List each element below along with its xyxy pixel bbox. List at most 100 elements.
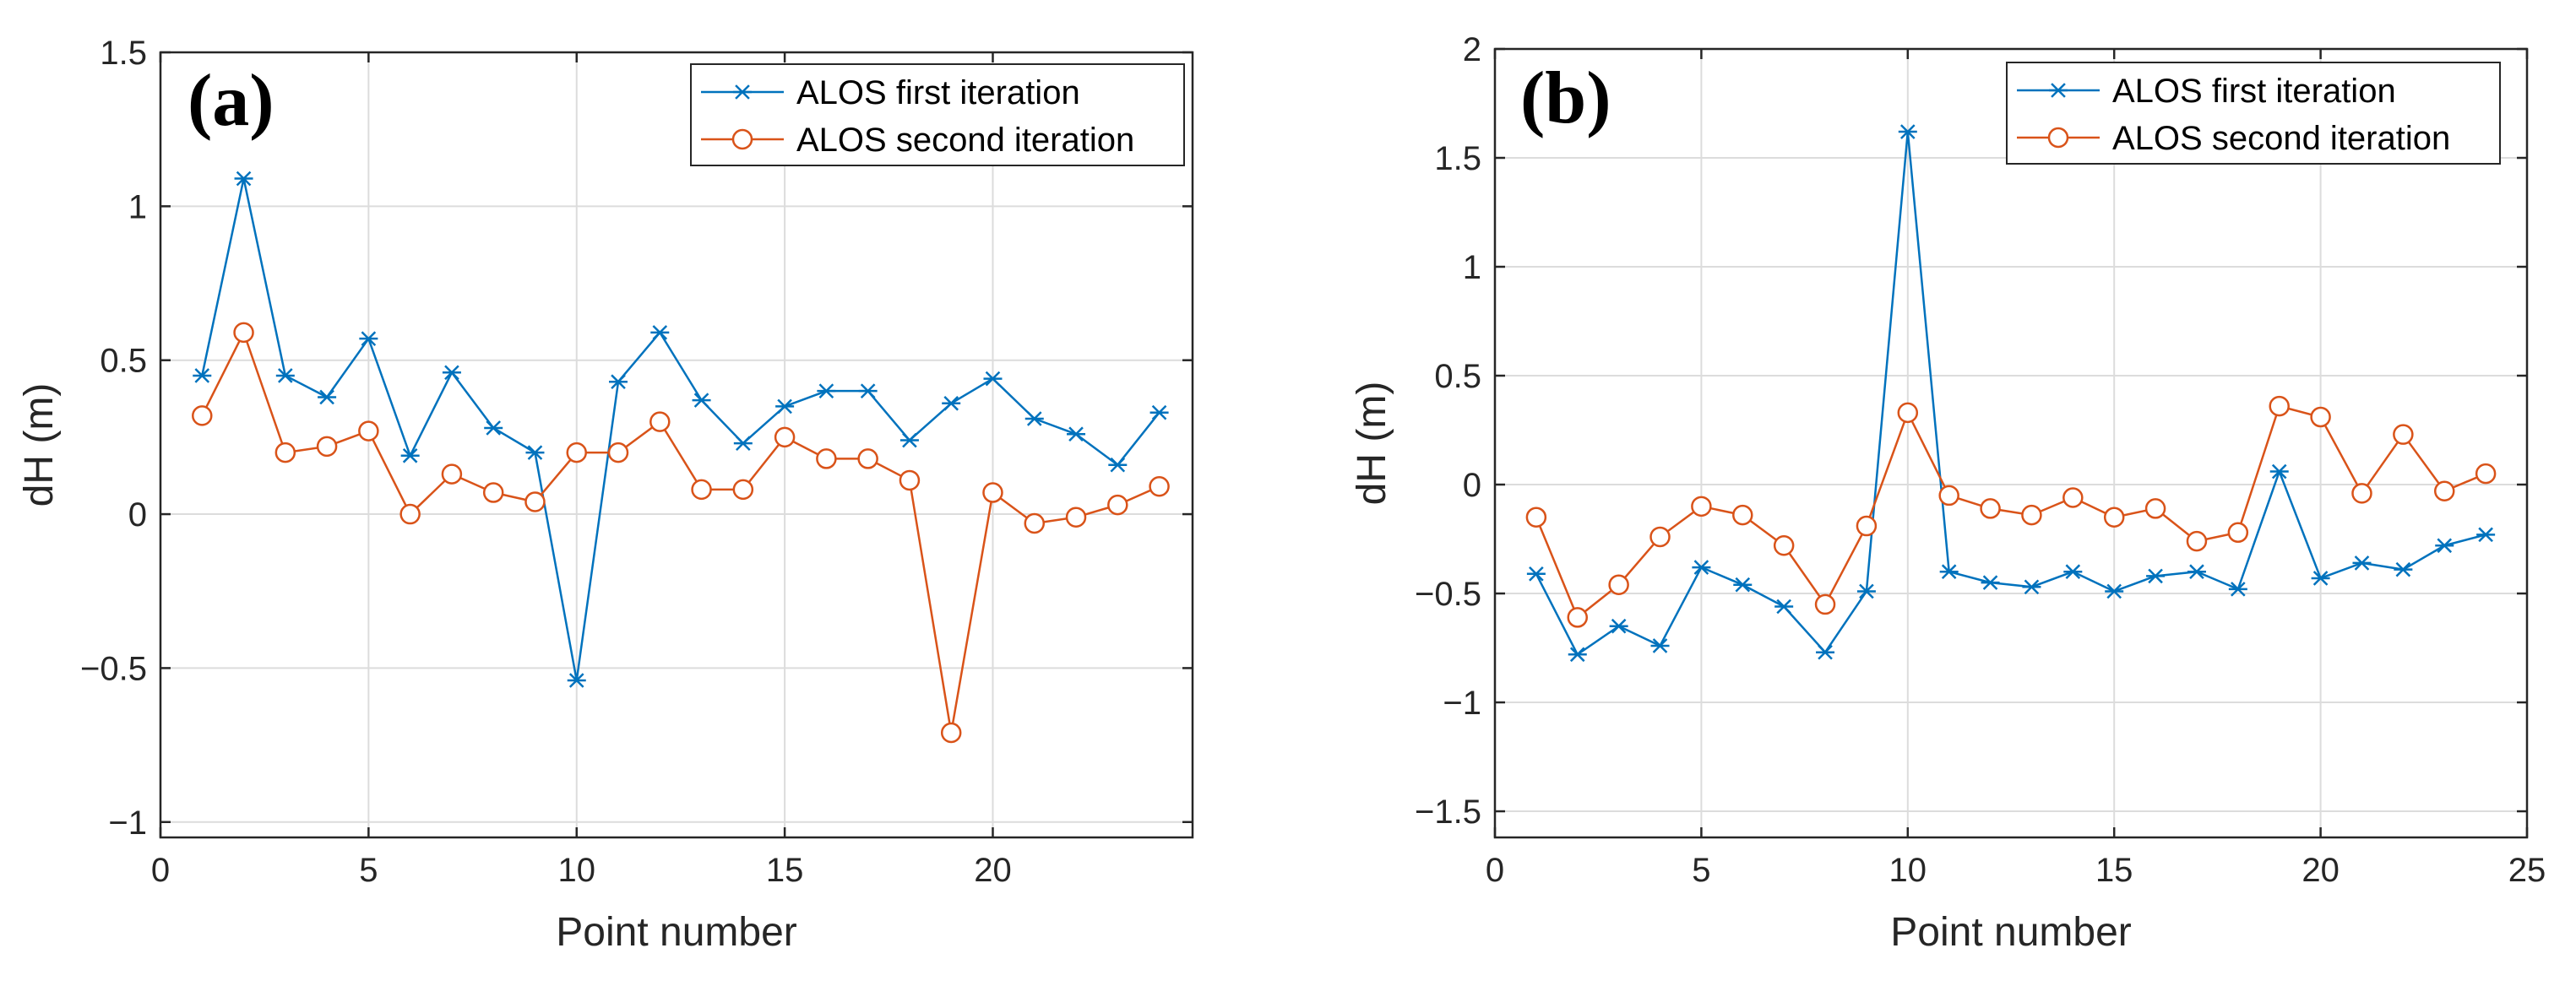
x-tick-label: 15 bbox=[766, 852, 804, 889]
data-point-series2 bbox=[566, 442, 587, 463]
chart-panel-a: 0 5 10 15 20 −1 −0.5 0 0.5 1 1.5 Point number dH (m)… bbox=[17, 35, 1194, 955]
data-point-series1 bbox=[775, 398, 795, 414]
data-point-series2 bbox=[274, 442, 296, 463]
x-axis-title: Point number bbox=[556, 910, 797, 955]
data-point-series2 bbox=[1649, 526, 1671, 548]
data-point-series2 bbox=[192, 405, 213, 426]
data-point-series1 bbox=[1939, 564, 1959, 580]
data-point-series1 bbox=[2269, 463, 2289, 479]
data-point-series1 bbox=[1856, 583, 1876, 599]
y-tick-label: 0 bbox=[1463, 467, 1481, 504]
data-point-series2 bbox=[607, 442, 629, 463]
plot-area bbox=[1495, 49, 2527, 837]
data-point-series1 bbox=[942, 395, 961, 411]
data-point-series1 bbox=[733, 436, 753, 451]
data-point-series1 bbox=[817, 383, 836, 398]
axes-box bbox=[1493, 47, 2529, 839]
y-tick-label: −1 bbox=[108, 805, 147, 842]
legend-entry-2: ALOS second iteration bbox=[796, 122, 1134, 159]
legend-entry-1: ALOS first iteration bbox=[796, 74, 1080, 111]
data-point-series2 bbox=[1149, 475, 1170, 497]
data-point-series1 bbox=[1816, 644, 1835, 660]
plot-area bbox=[160, 52, 1193, 837]
series-line-1 bbox=[1535, 130, 2486, 656]
y-tick-label: 1 bbox=[1463, 249, 1481, 286]
data-point-series1 bbox=[650, 325, 670, 340]
data-point-series1 bbox=[1149, 404, 1169, 420]
data-point-series1 bbox=[2022, 579, 2041, 595]
data-point-series1 bbox=[1692, 560, 1711, 575]
legend-box bbox=[2006, 62, 2501, 165]
data-point-series1 bbox=[2435, 538, 2454, 554]
data-point-series2 bbox=[2021, 504, 2042, 526]
x-tick-label: 5 bbox=[1692, 852, 1710, 889]
axes-box bbox=[159, 51, 1194, 839]
data-point-series1 bbox=[400, 447, 420, 463]
legend-marker-1 bbox=[2049, 83, 2068, 98]
data-point-series2 bbox=[1567, 607, 1589, 628]
data-point-series2 bbox=[441, 463, 463, 485]
data-point-series1 bbox=[1568, 647, 1587, 663]
data-point-series2 bbox=[691, 479, 712, 501]
data-point-series1 bbox=[1774, 599, 1794, 615]
data-point-series1 bbox=[2063, 564, 2083, 580]
data-point-series1 bbox=[1024, 411, 1044, 426]
data-point-series2 bbox=[1024, 512, 1046, 534]
series-line-1 bbox=[201, 177, 1160, 682]
x-tick-label: 5 bbox=[359, 852, 378, 889]
data-point-series1 bbox=[193, 368, 212, 383]
y-axis-title: dH (m) bbox=[17, 383, 62, 507]
y-tick-label: 2 bbox=[1463, 31, 1481, 68]
chart-panel-b: 0 5 10 15 20 25 −1.5 −1 −0.5 0 0.5 1 1.5 2 Point numbe… bbox=[1350, 31, 2546, 955]
data-point-series1 bbox=[2476, 527, 2496, 543]
data-point-series2 bbox=[233, 322, 254, 344]
data-point-series1 bbox=[2352, 555, 2372, 571]
data-point-series1 bbox=[1898, 124, 1917, 139]
x-axis-title: Point number bbox=[1890, 910, 2132, 955]
data-point-series1 bbox=[692, 393, 711, 408]
y-tick-label: −0.5 bbox=[80, 650, 147, 687]
data-point-series2 bbox=[649, 411, 671, 432]
data-point-series2 bbox=[2144, 498, 2166, 519]
y-tick-label: 1 bbox=[128, 188, 147, 225]
legend: ALOS first iteration ALOS second iteratio… bbox=[2006, 62, 2501, 165]
data-point-series1 bbox=[275, 368, 295, 383]
x-tick-label: 0 bbox=[1486, 852, 1504, 889]
data-point-series1 bbox=[567, 673, 586, 688]
x-tick-label: 0 bbox=[151, 852, 170, 889]
data-point-series1 bbox=[858, 383, 878, 398]
data-point-series1 bbox=[2228, 582, 2247, 597]
y-tick-label: −1 bbox=[1443, 685, 1481, 722]
data-point-series2 bbox=[1938, 485, 1959, 507]
data-point-series2 bbox=[2227, 522, 2249, 544]
data-point-series1 bbox=[1108, 457, 1128, 473]
data-point-series1 bbox=[1981, 575, 2000, 590]
panel-label: (a) bbox=[187, 60, 274, 142]
data-point-series1 bbox=[318, 389, 337, 405]
data-point-series2 bbox=[1608, 574, 1629, 595]
data-point-series2 bbox=[982, 482, 1003, 503]
y-axis-title: dH (m) bbox=[1350, 382, 1394, 506]
data-point-series2 bbox=[1525, 507, 1547, 528]
data-point-series2 bbox=[2351, 483, 2372, 504]
data-point-series1 bbox=[2146, 568, 2166, 584]
data-point-series2 bbox=[1107, 494, 1128, 516]
legend-marker-2 bbox=[2047, 127, 2069, 149]
data-point-series2 bbox=[1065, 507, 1087, 528]
data-point-series1 bbox=[1067, 426, 1086, 442]
data-point-series2 bbox=[1691, 496, 1712, 517]
y-tick-label: 0 bbox=[128, 496, 147, 534]
x-tick-label: 20 bbox=[2302, 852, 2340, 889]
data-point-series1 bbox=[442, 365, 461, 381]
data-point-series2 bbox=[1980, 498, 2001, 519]
legend-box bbox=[690, 63, 1185, 166]
data-point-series2 bbox=[358, 420, 379, 442]
data-point-series2 bbox=[1773, 535, 1795, 556]
data-point-series2 bbox=[940, 722, 962, 744]
data-point-series1 bbox=[2105, 583, 2124, 599]
data-point-series2 bbox=[482, 482, 504, 503]
data-point-series2 bbox=[2062, 487, 2084, 508]
y-tick-label: 0.5 bbox=[100, 343, 147, 380]
data-point-series1 bbox=[1650, 638, 1670, 653]
